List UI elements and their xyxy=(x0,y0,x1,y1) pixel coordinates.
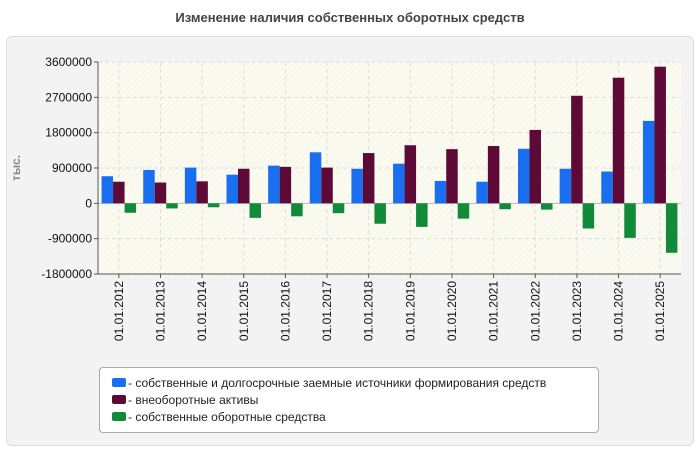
y-axis-label: тыс. xyxy=(9,155,23,181)
x-tick-label: 01.01.2018 xyxy=(362,281,376,341)
y-tick-label: 1800000 xyxy=(45,126,92,140)
x-tick-label: 01.01.2016 xyxy=(278,281,292,341)
x-tick-label: 01.01.2025 xyxy=(653,281,667,341)
legend-item-working-capital: - собственные оборотные средства xyxy=(112,408,598,425)
y-tick-label: 900000 xyxy=(52,161,92,175)
y-tick-label: -1800000 xyxy=(41,267,92,281)
chart-title: Изменение наличия собственных оборотных … xyxy=(175,10,525,25)
y-tick-label: 3600000 xyxy=(45,55,92,69)
bar-working-capital-01.01.2016 xyxy=(291,203,303,217)
bar-working-capital-01.01.2024 xyxy=(624,203,636,238)
bar-noncurrent-assets-01.01.2015 xyxy=(238,168,250,204)
bar-working-capital-01.01.2018 xyxy=(374,203,386,224)
bar-working-capital-01.01.2014 xyxy=(207,203,220,208)
legend-swatch-sources xyxy=(112,378,126,387)
bar-noncurrent-assets-01.01.2014 xyxy=(196,181,208,204)
legend-label-noncurrent-assets: - внеоборотные активы xyxy=(128,392,259,407)
bar-working-capital-01.01.2020 xyxy=(457,203,470,219)
bar-noncurrent-assets-01.01.2020 xyxy=(446,149,458,204)
bar-sources-01.01.2015 xyxy=(226,174,238,204)
bar-noncurrent-assets-01.01.2018 xyxy=(362,153,375,204)
bar-noncurrent-assets-01.01.2025 xyxy=(654,66,666,204)
bar-working-capital-01.01.2012 xyxy=(124,203,137,213)
bar-sources-01.01.2022 xyxy=(518,148,530,204)
bar-sources-01.01.2024 xyxy=(601,171,613,204)
legend-swatch-working-capital xyxy=(112,412,126,421)
bar-sources-01.01.2019 xyxy=(393,163,405,204)
legend-item-sources: - собственные и долгосрочные заемные ист… xyxy=(112,374,598,391)
x-tick-label: 01.01.2014 xyxy=(195,281,209,341)
x-tick-label: 01.01.2023 xyxy=(570,281,584,341)
x-tick-label: 01.01.2021 xyxy=(487,281,501,341)
x-tick-label: 01.01.2015 xyxy=(237,281,251,341)
bar-noncurrent-assets-01.01.2012 xyxy=(113,181,125,204)
x-tick-label: 01.01.2020 xyxy=(445,281,459,341)
bar-sources-01.01.2018 xyxy=(351,168,363,204)
y-tick-label: 0 xyxy=(85,196,92,210)
legend-item-noncurrent-assets: - внеоборотные активы xyxy=(112,391,598,408)
bar-sources-01.01.2025 xyxy=(642,120,655,204)
bar-sources-01.01.2017 xyxy=(309,152,322,204)
y-tick-label: -900000 xyxy=(48,232,92,246)
bar-working-capital-01.01.2013 xyxy=(166,203,178,209)
bar-sources-01.01.2020 xyxy=(434,180,447,204)
bar-sources-01.01.2016 xyxy=(268,165,280,204)
bar-working-capital-01.01.2023 xyxy=(582,203,595,229)
legend-label-sources: - собственные и долгосрочные заемные ист… xyxy=(128,375,547,390)
bar-noncurrent-assets-01.01.2022 xyxy=(529,129,541,204)
bar-sources-01.01.2021 xyxy=(476,181,488,204)
bar-noncurrent-assets-01.01.2023 xyxy=(571,95,583,204)
bar-working-capital-01.01.2021 xyxy=(499,203,511,210)
x-tick-label: 01.01.2019 xyxy=(403,281,417,341)
bar-sources-01.01.2014 xyxy=(184,167,197,204)
bar-sources-01.01.2013 xyxy=(143,169,155,204)
legend: - собственные и долгосрочные заемные ист… xyxy=(99,367,599,433)
bar-noncurrent-assets-01.01.2021 xyxy=(487,146,500,204)
legend-swatch-noncurrent-assets xyxy=(112,395,126,404)
bar-working-capital-01.01.2025 xyxy=(665,203,678,253)
bar-noncurrent-assets-01.01.2019 xyxy=(404,145,417,204)
y-tick-label: 2700000 xyxy=(45,90,92,104)
bar-noncurrent-assets-01.01.2017 xyxy=(321,167,333,204)
bar-noncurrent-assets-01.01.2016 xyxy=(279,166,292,204)
x-tick-label: 01.01.2024 xyxy=(612,281,626,341)
bar-working-capital-01.01.2022 xyxy=(541,203,553,210)
x-tick-label: 01.01.2012 xyxy=(112,281,126,341)
bar-sources-01.01.2012 xyxy=(101,176,114,204)
bar-working-capital-01.01.2019 xyxy=(416,203,428,227)
x-tick-label: 01.01.2022 xyxy=(528,281,542,341)
bar-working-capital-01.01.2015 xyxy=(249,203,261,218)
bar-sources-01.01.2023 xyxy=(559,168,572,204)
legend-label-working-capital: - собственные оборотные средства xyxy=(128,409,326,424)
bar-noncurrent-assets-01.01.2013 xyxy=(154,182,167,204)
bar-noncurrent-assets-01.01.2024 xyxy=(612,77,625,204)
bar-working-capital-01.01.2017 xyxy=(332,203,345,214)
x-tick-label: 01.01.2013 xyxy=(153,281,167,341)
x-tick-label: 01.01.2017 xyxy=(320,281,334,341)
